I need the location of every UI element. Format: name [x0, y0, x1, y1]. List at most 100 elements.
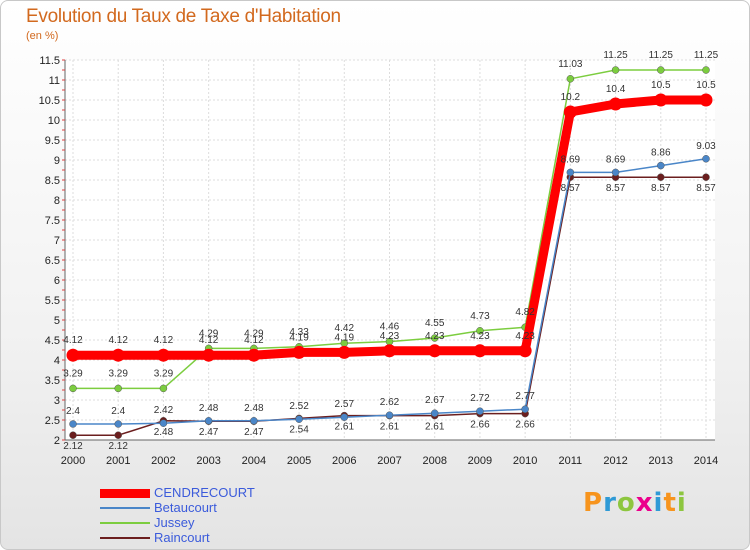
legend-swatch — [100, 537, 150, 539]
x-tick-label: 2014 — [694, 455, 718, 467]
data-label-jussey: 4.82 — [515, 307, 535, 318]
data-label-jussey: 11.25 — [649, 50, 674, 61]
data-label-cendrecourt: 4.23 — [470, 331, 490, 342]
data-point-betaucourt — [611, 168, 620, 177]
x-tick-label: 2004 — [242, 455, 266, 467]
data-label-cendrecourt: 4.12 — [244, 335, 264, 346]
data-point-betaucourt — [476, 407, 484, 415]
data-label-cendrecourt: 4.19 — [289, 332, 309, 343]
data-label-betaucourt: 2.67 — [425, 395, 445, 406]
data-label-jussey: 4.42 — [335, 323, 355, 334]
data-label-betaucourt: 8.69 — [606, 154, 626, 165]
data-point-cendrecourt — [337, 345, 351, 359]
data-point-betaucourt — [69, 420, 77, 428]
data-point-cendrecourt — [66, 348, 80, 362]
data-point-betaucourt — [521, 405, 529, 413]
y-tick-label: 5 — [54, 315, 60, 327]
data-point-jussey — [430, 334, 439, 342]
data-label-raincourt: 2.61 — [335, 422, 355, 433]
data-label-cendrecourt: 4.12 — [154, 335, 174, 346]
data-point-cendrecourt — [518, 344, 532, 358]
data-point-cendrecourt — [699, 93, 713, 107]
legend-label: Jussey — [154, 515, 195, 530]
data-point-jussey — [702, 66, 710, 74]
data-point-betaucourt — [385, 411, 394, 419]
data-point-jussey — [69, 384, 77, 393]
y-tick-label: 2.5 — [45, 415, 60, 427]
data-point-cendrecourt — [156, 348, 170, 362]
x-tick-label: 2006 — [332, 455, 356, 467]
data-label-betaucourt: 2.42 — [154, 405, 174, 416]
data-label-cendrecourt: 4.12 — [63, 335, 83, 346]
data-label-betaucourt: 2.57 — [335, 399, 355, 410]
data-label-jussey: 11.25 — [694, 50, 719, 61]
data-label-jussey: 4.29 — [244, 328, 264, 339]
y-tick-label: 7 — [54, 235, 60, 247]
y-tick-label: 7.5 — [45, 215, 60, 227]
y-tick-label: 3.5 — [45, 375, 60, 387]
legend-label: Raincourt — [154, 530, 210, 545]
data-point-jussey — [114, 384, 122, 393]
data-label-cendrecourt: 10.5 — [696, 80, 716, 91]
data-label-raincourt: 2.12 — [108, 441, 128, 452]
data-point-cendrecourt — [563, 105, 577, 119]
x-tick-label: 2013 — [649, 455, 673, 467]
data-label-betaucourt: 2.72 — [470, 393, 490, 404]
logo-letter: t — [663, 488, 677, 518]
data-label-jussey: 3.29 — [154, 368, 174, 379]
data-label-jussey: 4.46 — [380, 322, 400, 333]
legend-swatch — [100, 507, 150, 509]
data-label-betaucourt: 2.77 — [515, 391, 535, 402]
data-label-betaucourt: 2.48 — [199, 403, 219, 414]
data-label-raincourt: 2.12 — [63, 441, 83, 452]
x-tick-label: 2009 — [468, 455, 492, 467]
y-tick-label: 6 — [54, 275, 60, 287]
data-point-betaucourt — [295, 415, 303, 423]
legend-label: CENDRECOURT — [154, 485, 255, 500]
x-tick-label: 2003 — [196, 455, 220, 467]
data-point-cendrecourt — [428, 344, 442, 358]
data-point-cendrecourt — [654, 93, 668, 107]
data-point-betaucourt — [114, 420, 122, 428]
data-label-betaucourt: 2.4 — [66, 406, 80, 417]
data-point-jussey — [566, 75, 575, 83]
data-label-jussey: 4.33 — [289, 327, 309, 338]
data-point-betaucourt — [566, 168, 575, 177]
logo-letter: x — [635, 488, 654, 518]
data-label-cendrecourt: 4.19 — [335, 332, 355, 343]
y-tick-label: 6.5 — [45, 255, 60, 267]
legend-label: Betaucourt — [154, 500, 217, 515]
data-point-cendrecourt — [111, 348, 125, 362]
data-label-jussey: 4.29 — [199, 328, 219, 339]
data-label-raincourt: 8.57 — [696, 183, 716, 194]
logo-letter: i — [676, 488, 687, 518]
y-tick-label: 3 — [54, 395, 60, 407]
data-point-jussey — [476, 327, 484, 335]
proxiti-logo: Proxiti — [583, 488, 687, 518]
x-tick-label: 2008 — [422, 455, 446, 467]
data-point-betaucourt — [657, 161, 665, 170]
data-label-betaucourt: 8.69 — [561, 154, 581, 165]
data-label-cendrecourt: 4.12 — [199, 335, 219, 346]
data-label-jussey: 11.25 — [603, 50, 628, 61]
grid-lines — [65, 59, 715, 441]
chart-unit: (en %) — [26, 30, 59, 42]
data-label-cendrecourt: 4.23 — [380, 331, 400, 342]
data-point-cendrecourt — [292, 345, 306, 359]
data-label-cendrecourt: 4.23 — [425, 331, 445, 342]
data-label-betaucourt: 9.03 — [696, 141, 716, 152]
data-label-raincourt: 2.47 — [244, 427, 264, 438]
data-point-cendrecourt — [473, 344, 487, 358]
data-label-raincourt: 2.48 — [154, 427, 174, 438]
logo-letter: P — [583, 488, 604, 518]
y-tick-label: 11.5 — [39, 55, 60, 67]
data-point-jussey — [611, 66, 620, 74]
data-label-raincourt: 8.57 — [561, 183, 581, 194]
y-tick-label: 10 — [48, 115, 60, 127]
data-label-jussey: 4.55 — [425, 318, 445, 329]
data-point-cendrecourt — [609, 97, 623, 111]
x-tick-label: 2005 — [287, 455, 311, 467]
data-label-cendrecourt: 10.2 — [561, 92, 581, 103]
data-labels: 4.12 4.12 4.12 4.12 4.12 4.19 4.19 4.23 4.23 4.23… — [63, 50, 718, 452]
